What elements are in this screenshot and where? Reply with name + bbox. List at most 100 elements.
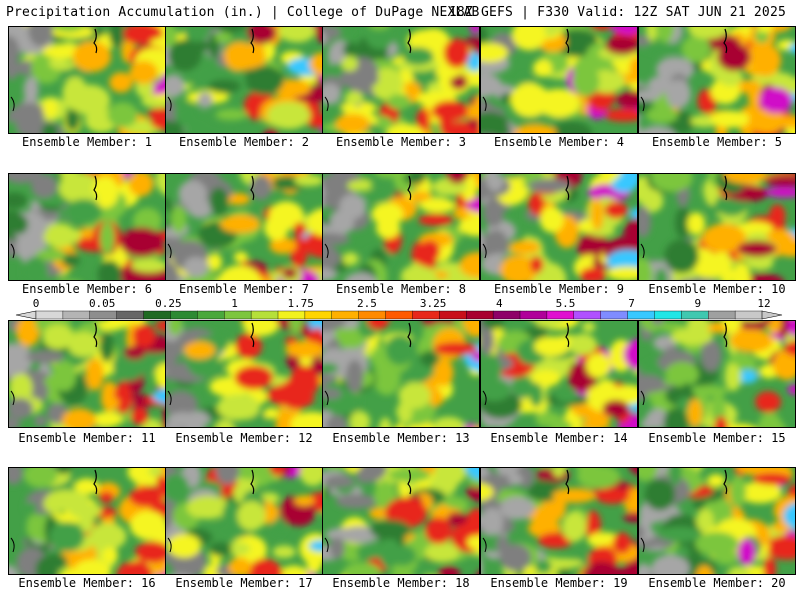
precip-blob xyxy=(549,121,593,133)
precip-blob xyxy=(42,324,74,350)
coastline xyxy=(565,28,570,54)
precip-blob xyxy=(714,416,729,427)
precip-blob xyxy=(122,560,154,574)
precip-blob xyxy=(663,407,689,427)
colorbar-swatch xyxy=(466,310,494,320)
precip-blob xyxy=(183,341,216,360)
coastline xyxy=(93,322,98,348)
coastline xyxy=(482,390,487,406)
colorbar-tick-label: 5.5 xyxy=(555,297,576,310)
precip-blob xyxy=(335,494,377,509)
precip-blob xyxy=(309,52,322,76)
precip-blob xyxy=(166,119,180,133)
precip-blob xyxy=(233,251,248,263)
precip-blob xyxy=(529,382,543,407)
precip-blob xyxy=(109,72,133,93)
precip-blob xyxy=(534,336,570,357)
colorbar-swatch xyxy=(734,310,763,320)
precip-blob xyxy=(789,43,795,54)
precip-blob xyxy=(166,424,178,427)
precip-blob xyxy=(41,122,59,133)
precip-blob xyxy=(379,536,400,569)
precip-blob xyxy=(166,390,198,418)
precip-blob xyxy=(450,74,468,90)
precip-blob xyxy=(639,563,653,574)
precip-blob xyxy=(530,256,544,273)
precip-blob xyxy=(715,573,726,574)
colorbar-tick-label: 7 xyxy=(628,297,635,310)
precip-blob xyxy=(729,475,747,507)
precip-blob xyxy=(410,191,432,203)
precip-blob xyxy=(402,174,426,185)
precip-blob xyxy=(346,468,361,473)
precip-blob xyxy=(765,535,795,560)
precip-blob xyxy=(222,500,240,533)
colorbar-swatch xyxy=(546,310,575,320)
precip-blob xyxy=(481,321,505,330)
precip-blob xyxy=(101,547,118,564)
precip-blob xyxy=(132,323,156,348)
coastline xyxy=(407,322,412,348)
precip-blob xyxy=(757,419,786,427)
precip-blob xyxy=(356,544,385,561)
precip-blob xyxy=(326,415,348,427)
precip-blob xyxy=(555,388,579,403)
colorbar-swatch xyxy=(197,310,225,320)
precip-blob xyxy=(447,512,468,526)
precip-blob xyxy=(166,208,171,224)
precip-blob xyxy=(279,565,309,574)
precip-blob xyxy=(639,124,642,133)
ensemble-member-map-19 xyxy=(480,467,638,575)
precip-blob xyxy=(299,468,322,486)
precip-blob xyxy=(562,511,587,542)
precip-blob xyxy=(24,502,37,513)
precip-blob xyxy=(581,419,611,427)
ensemble-member-label: Ensemble Member: 3 xyxy=(335,135,467,149)
precip-blob xyxy=(510,376,535,398)
precip-blob xyxy=(551,468,566,478)
precip-blob xyxy=(378,417,392,427)
precip-blob xyxy=(639,468,658,481)
coastline xyxy=(565,469,570,495)
precip-blob xyxy=(398,382,431,409)
precip-blob xyxy=(609,27,637,34)
coastline xyxy=(93,28,98,54)
precip-blob xyxy=(764,174,795,187)
precip-field xyxy=(9,27,165,133)
precip-blob xyxy=(22,256,48,280)
precip-blob xyxy=(16,321,40,347)
precip-blob xyxy=(9,343,34,376)
precip-blob xyxy=(9,35,20,68)
precip-blob xyxy=(416,108,429,133)
precip-field xyxy=(9,174,165,280)
colorbar-swatch xyxy=(62,310,91,320)
precip-blob xyxy=(323,321,347,332)
precip-blob xyxy=(658,526,702,542)
colorbar-tick-label: 12 xyxy=(757,297,771,310)
precip-blob xyxy=(288,321,303,335)
precip-blob xyxy=(72,41,112,73)
precip-blob xyxy=(481,181,488,202)
precip-blob xyxy=(508,473,523,486)
precip-field xyxy=(9,321,165,427)
colorbar-tick-label: 0 xyxy=(32,297,40,310)
precip-blob xyxy=(339,193,367,219)
precip-blob xyxy=(67,331,100,357)
precip-blob xyxy=(552,488,597,503)
precip-field xyxy=(481,27,637,133)
precip-blob xyxy=(688,385,729,397)
precip-blob xyxy=(343,42,359,57)
precip-blob xyxy=(655,27,675,43)
precip-blob xyxy=(651,554,690,574)
precip-blob xyxy=(31,174,58,199)
precip-blob xyxy=(323,363,339,374)
precip-blob xyxy=(178,180,207,208)
precip-blob xyxy=(385,335,415,365)
precip-blob xyxy=(9,398,34,420)
coastline xyxy=(565,175,570,201)
precip-blob xyxy=(481,325,495,356)
precip-blob xyxy=(650,174,693,192)
ensemble-member-label: Ensemble Member: 2 xyxy=(178,135,310,149)
precip-blob xyxy=(92,176,119,209)
precip-blob xyxy=(668,468,682,486)
